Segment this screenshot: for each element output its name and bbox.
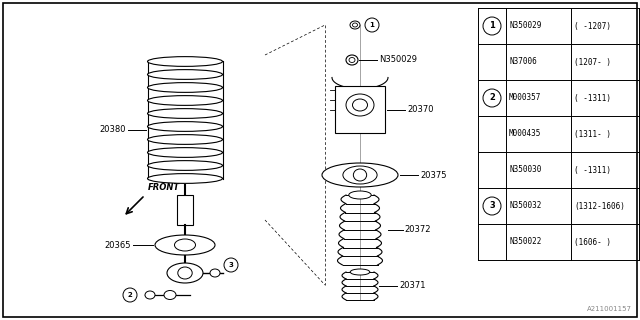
Ellipse shape [147, 148, 223, 157]
Text: 3: 3 [489, 202, 495, 211]
Text: N350032: N350032 [509, 202, 541, 211]
Ellipse shape [350, 21, 360, 29]
Text: M000435: M000435 [509, 130, 541, 139]
Text: 20372: 20372 [404, 226, 431, 235]
Ellipse shape [346, 94, 374, 116]
Text: 20370: 20370 [407, 106, 433, 115]
Bar [177, 195, 193, 225]
Text: (1207- ): (1207- ) [574, 58, 611, 67]
Text: FRONT: FRONT [148, 183, 180, 192]
Circle shape [483, 89, 501, 107]
Ellipse shape [147, 83, 223, 92]
Text: ( -1207): ( -1207) [574, 21, 611, 30]
Text: 20375: 20375 [420, 171, 447, 180]
Circle shape [123, 288, 137, 302]
Ellipse shape [147, 174, 223, 183]
Ellipse shape [147, 70, 223, 79]
Ellipse shape [147, 122, 223, 132]
Text: M000357: M000357 [509, 93, 541, 102]
Ellipse shape [353, 169, 367, 181]
Ellipse shape [147, 57, 223, 66]
Circle shape [224, 258, 238, 272]
Text: N350022: N350022 [509, 237, 541, 246]
Ellipse shape [175, 239, 195, 251]
Ellipse shape [147, 161, 223, 170]
Circle shape [483, 197, 501, 215]
Text: 3: 3 [228, 262, 234, 268]
Text: A211001157: A211001157 [587, 306, 632, 312]
Circle shape [365, 18, 379, 32]
Ellipse shape [346, 55, 358, 65]
Ellipse shape [353, 99, 367, 111]
Ellipse shape [350, 269, 370, 275]
Text: N37006: N37006 [509, 58, 537, 67]
Text: 2: 2 [489, 93, 495, 102]
Ellipse shape [155, 235, 215, 255]
Text: 20371: 20371 [399, 282, 426, 291]
Ellipse shape [349, 58, 355, 62]
Ellipse shape [145, 291, 155, 299]
Ellipse shape [343, 166, 377, 184]
Ellipse shape [147, 135, 223, 144]
Ellipse shape [147, 96, 223, 105]
Text: (1312-1606): (1312-1606) [574, 202, 625, 211]
Ellipse shape [164, 291, 176, 300]
Ellipse shape [178, 267, 192, 279]
Text: 20380: 20380 [99, 125, 125, 134]
Text: 1: 1 [369, 22, 374, 28]
Text: ( -1311): ( -1311) [574, 165, 611, 174]
Text: N350029: N350029 [509, 21, 541, 30]
Text: 2: 2 [127, 292, 132, 298]
Text: (1311- ): (1311- ) [574, 130, 611, 139]
Ellipse shape [322, 163, 398, 187]
Bar [335, 86, 385, 132]
Text: N350030: N350030 [509, 165, 541, 174]
Text: N350029: N350029 [379, 55, 417, 65]
Circle shape [483, 17, 501, 35]
Text: (1606- ): (1606- ) [574, 237, 611, 246]
Ellipse shape [349, 191, 371, 199]
Ellipse shape [353, 23, 358, 27]
Text: ( -1311): ( -1311) [574, 93, 611, 102]
Ellipse shape [167, 263, 203, 283]
Ellipse shape [147, 108, 223, 118]
Text: 1: 1 [489, 21, 495, 30]
Text: 20365: 20365 [104, 241, 131, 250]
Ellipse shape [210, 269, 220, 277]
